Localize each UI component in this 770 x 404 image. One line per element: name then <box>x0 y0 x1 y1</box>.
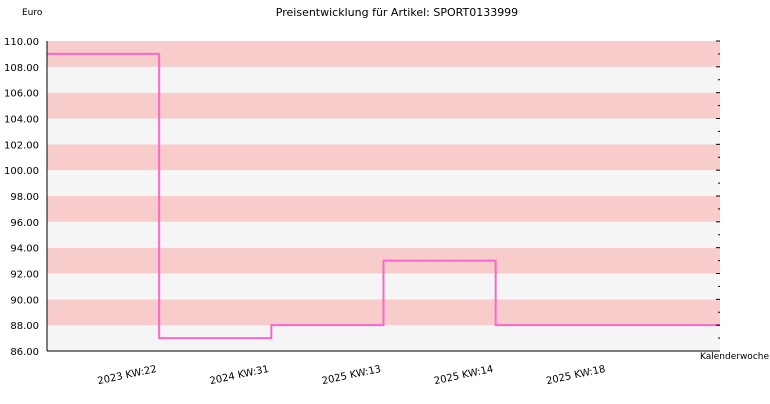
y-tick-labels: 86.00 88.00 90.00 92.00 94.00 96.00 98.00 100.0… <box>4 37 39 358</box>
y-tick-label: 92.00 <box>10 270 39 281</box>
band-8 <box>47 119 720 145</box>
band-6 <box>47 170 720 196</box>
y-tick-label: 94.00 <box>10 244 39 255</box>
y-axis-label: Euro <box>22 8 43 18</box>
y-tick-label: 90.00 <box>10 295 39 306</box>
band-0 <box>47 325 720 351</box>
x-tick-label: 2023 KW:22 <box>97 364 158 387</box>
x-tick-label: 2024 KW:31 <box>209 364 270 387</box>
y-tick-label: 86.00 <box>10 347 39 358</box>
y-tick-label: 108.00 <box>4 63 39 74</box>
y-tick-label: 110.00 <box>4 37 39 48</box>
x-tick-labels: 2023 KW:22 2024 KW:31 2025 KW:13 2025 KW:14… <box>97 364 607 387</box>
y-tick-label: 104.00 <box>4 115 39 126</box>
y-tick-label: 100.00 <box>4 166 39 177</box>
x-tick-label: 2025 KW:13 <box>321 364 382 387</box>
y-tick-label: 98.00 <box>10 192 39 203</box>
y-tick-label: 106.00 <box>4 89 39 100</box>
band-4 <box>47 222 720 248</box>
chart-title: Preisentwicklung für Artikel: SPORT01339… <box>276 6 518 19</box>
x-tick-label: 2025 KW:14 <box>433 364 494 387</box>
y-tick-label: 96.00 <box>10 218 39 229</box>
band-9 <box>47 93 720 119</box>
band-7 <box>47 144 720 170</box>
x-axis-label: Kalenderwoche <box>700 352 769 362</box>
y-tick-label: 102.00 <box>4 140 39 151</box>
band-10 <box>47 67 720 93</box>
y-tick-label: 88.00 <box>10 321 39 332</box>
x-tick-label: 2025 KW:18 <box>545 364 606 387</box>
band-5 <box>47 196 720 222</box>
